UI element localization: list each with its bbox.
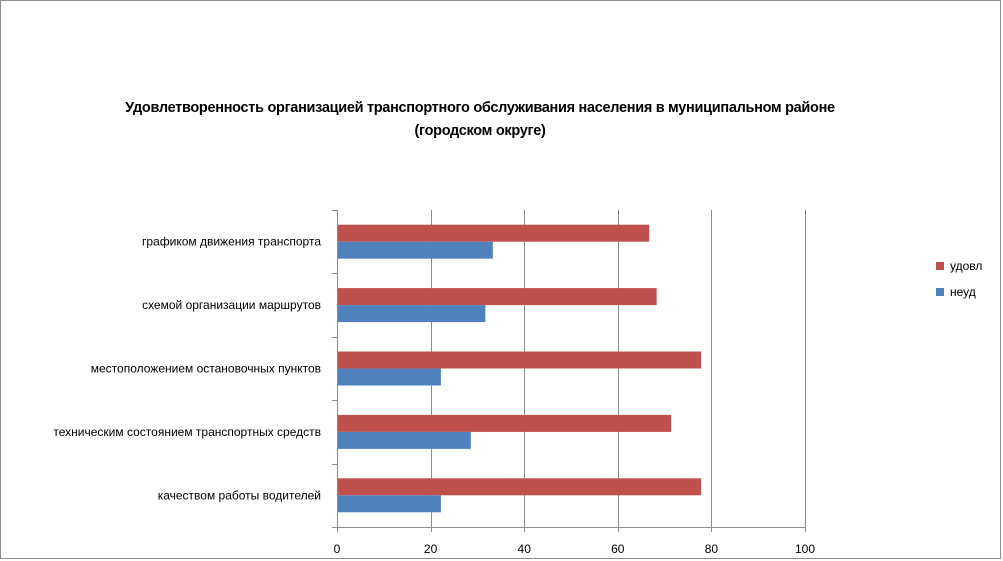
legend-swatch-udovl: [936, 262, 944, 270]
legend-label-udovl: удовл: [950, 259, 983, 273]
category-label-0: графиком движения транспорта: [142, 235, 321, 249]
chart-title-line-2: (городском округе): [414, 123, 546, 139]
x-tick-label-40: 40: [518, 542, 532, 556]
x-tick-label-0: 0: [334, 542, 341, 556]
category-label-3: техническим состоянием транспортных сред…: [53, 425, 321, 439]
bar-neud-4: [338, 495, 441, 513]
axes: [332, 210, 806, 532]
chart-title: Удовлетворенность организацией транспорт…: [90, 97, 870, 143]
x-tick-label-60: 60: [611, 542, 625, 556]
bar-neud-2: [338, 368, 441, 386]
chart-title-line-1: Удовлетворенность организацией транспорт…: [125, 100, 835, 116]
x-tick-label-100: 100: [795, 542, 815, 556]
legend-swatch-neud: [936, 288, 944, 296]
legend-label-neud: неуд: [950, 285, 976, 299]
x-tick-label-80: 80: [705, 542, 719, 556]
x-tick-labels: 0 20 40 60 80 100: [334, 542, 816, 556]
bar-udovl-3: [338, 414, 672, 432]
bar-neud-3: [338, 431, 471, 449]
category-label-1: схемой организации маршрутов: [142, 298, 321, 312]
bar-udovl-1: [338, 288, 657, 306]
bar-neud-0: [338, 241, 493, 259]
category-labels: графиком движения транспорта схемой орган…: [53, 235, 321, 503]
category-label-2: местоположением остановочных пунктов: [91, 362, 321, 376]
bar-udovl-0: [338, 224, 650, 242]
category-label-4: качеством работы водителей: [158, 488, 321, 502]
bar-neud-1: [338, 305, 486, 323]
bars: [338, 224, 702, 513]
x-tick-label-20: 20: [424, 542, 438, 556]
bar-udovl-2: [338, 351, 702, 369]
bar-udovl-4: [338, 478, 702, 496]
